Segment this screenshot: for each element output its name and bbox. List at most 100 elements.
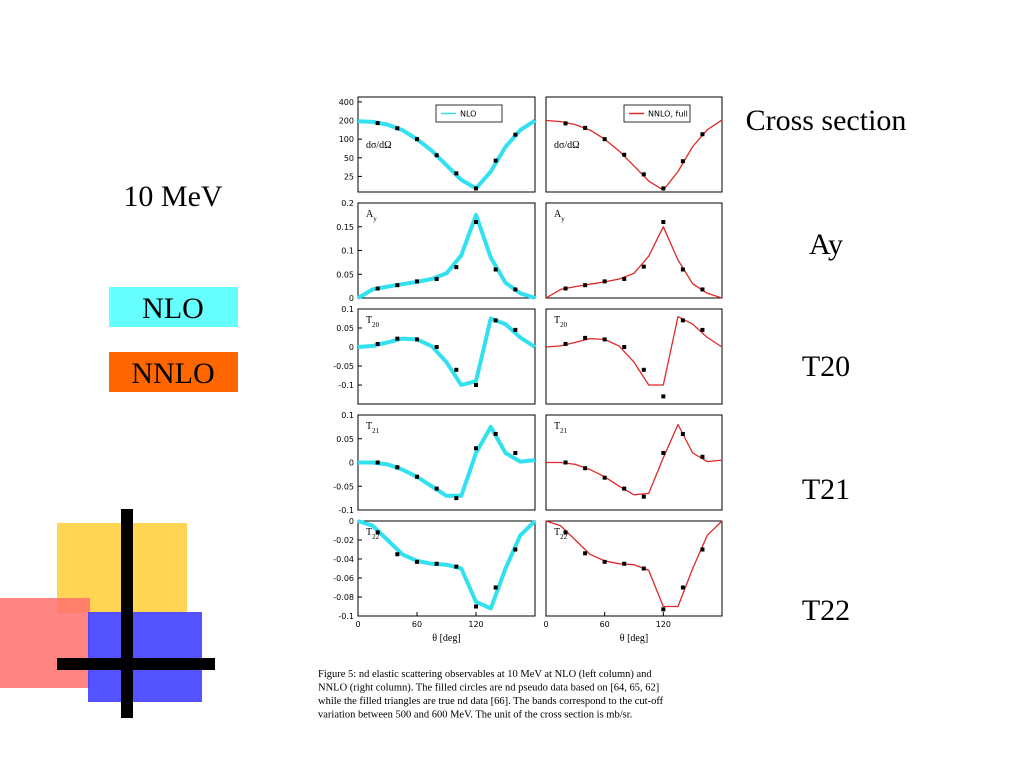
curve bbox=[356, 212, 536, 300]
y-tick-label: 400 bbox=[339, 98, 354, 107]
energy: 10 MeV bbox=[123, 180, 222, 213]
data-point bbox=[415, 474, 419, 479]
observable: T22 bbox=[802, 594, 850, 627]
y-tick-label: 0 bbox=[349, 343, 354, 352]
curve bbox=[545, 520, 723, 608]
panel-label-part: dσ/dΩ bbox=[366, 140, 392, 151]
panel-label-part: dσ/dΩ bbox=[554, 140, 580, 151]
panel-label-part: A bbox=[554, 209, 562, 220]
y-tick-label: 0 bbox=[349, 517, 354, 526]
y-tick-label: -0.1 bbox=[338, 506, 354, 515]
panel-label: Ay bbox=[554, 209, 565, 223]
data-point bbox=[563, 286, 568, 291]
data-point bbox=[661, 451, 666, 455]
y-tick-label: 0.15 bbox=[336, 223, 354, 232]
panel-label: T20 bbox=[554, 315, 568, 329]
panel-label-part: 22 bbox=[372, 533, 380, 541]
data-point bbox=[493, 318, 498, 323]
y-tick-label: 0 bbox=[349, 459, 354, 468]
y-tick-label: 0.1 bbox=[341, 247, 354, 256]
data-point bbox=[661, 394, 666, 399]
x-tick-label: 0 bbox=[355, 620, 360, 629]
plot-frame bbox=[357, 308, 536, 405]
y-tick-label: -0.08 bbox=[333, 593, 354, 602]
data-point bbox=[375, 121, 380, 126]
data-point bbox=[513, 547, 518, 552]
panel-label: T22 bbox=[366, 527, 380, 541]
y-tick-label: 0.2 bbox=[341, 199, 354, 208]
y-tick-label: 0.05 bbox=[336, 324, 354, 333]
y-tick-label: -0.1 bbox=[338, 612, 354, 621]
caption: Figure 5: nd elastic scattering observab… bbox=[318, 669, 664, 721]
y-tick-label: 0.1 bbox=[341, 305, 354, 314]
curve bbox=[357, 316, 537, 387]
data-point bbox=[474, 220, 478, 224]
data-point bbox=[661, 607, 666, 612]
x-axis-label: θ [deg] bbox=[620, 633, 648, 644]
data-point bbox=[474, 186, 478, 191]
plot-legend-label: NLO bbox=[460, 110, 476, 119]
caption-line: Figure 5: nd elastic scattering observab… bbox=[318, 669, 652, 680]
data-point bbox=[622, 561, 627, 566]
data-point bbox=[583, 466, 588, 471]
y-tick-label: 0.05 bbox=[336, 435, 354, 444]
panel: 0 60 120 θ [deg] T22 bbox=[543, 520, 723, 644]
y-tick-label: 100 bbox=[339, 135, 354, 144]
panel-label: T21 bbox=[366, 421, 380, 435]
panel-label: dσ/dΩ bbox=[554, 140, 580, 151]
data-point bbox=[434, 153, 439, 158]
data-point bbox=[434, 561, 439, 566]
data-point bbox=[454, 564, 459, 569]
observable-labels: Cross section Ay T20 T21 T22 bbox=[746, 104, 907, 627]
panel-label-part: T bbox=[554, 315, 560, 326]
plot-frame bbox=[545, 520, 723, 617]
data-point bbox=[700, 327, 705, 332]
y-tick-label: -0.02 bbox=[333, 536, 354, 545]
data-point bbox=[454, 171, 459, 176]
data-point bbox=[602, 559, 607, 564]
plot-frame bbox=[545, 414, 723, 511]
data-point bbox=[583, 551, 588, 556]
data-point bbox=[641, 264, 646, 269]
y-tick-label: 25 bbox=[344, 172, 354, 181]
plot-legend-label: NNLO, full bbox=[648, 110, 688, 119]
data-point bbox=[641, 494, 646, 499]
curve bbox=[545, 226, 723, 299]
curve bbox=[545, 119, 723, 191]
data-point bbox=[622, 486, 627, 491]
data-point bbox=[415, 279, 419, 284]
data-point bbox=[641, 566, 646, 571]
data-point bbox=[513, 287, 518, 292]
data-point bbox=[680, 432, 685, 436]
panel-label-part: A bbox=[366, 209, 374, 220]
panel-label-part: T bbox=[366, 527, 372, 538]
panel-label: T21 bbox=[554, 421, 568, 435]
data-point bbox=[680, 585, 685, 590]
panel: 0.1 0.05 0 -0.05 -0.1 T21 bbox=[333, 411, 536, 515]
y-tick-label: 0.1 bbox=[341, 411, 354, 420]
data-point bbox=[395, 126, 400, 131]
data-point bbox=[602, 475, 607, 480]
data-point bbox=[493, 585, 498, 590]
y-tick-label: -0.04 bbox=[333, 555, 354, 564]
y-tick-label: -0.06 bbox=[333, 574, 354, 583]
data-point bbox=[395, 336, 400, 341]
data-point bbox=[563, 530, 568, 535]
plot-frame bbox=[545, 308, 723, 405]
data-point bbox=[415, 559, 419, 564]
panel-label-part: y bbox=[561, 215, 565, 223]
legend: NLO NNLO bbox=[109, 287, 238, 392]
data-point bbox=[493, 158, 498, 163]
curve bbox=[358, 424, 536, 498]
y-tick-label: -0.05 bbox=[333, 362, 354, 371]
panel-label-part: 21 bbox=[372, 427, 380, 435]
data-point bbox=[513, 132, 518, 137]
data-point bbox=[434, 345, 439, 349]
data-point bbox=[700, 547, 705, 552]
data-point bbox=[454, 265, 459, 270]
panel-label-part: 20 bbox=[372, 321, 380, 329]
panel-label-part: T bbox=[554, 527, 560, 538]
curve bbox=[545, 315, 723, 386]
